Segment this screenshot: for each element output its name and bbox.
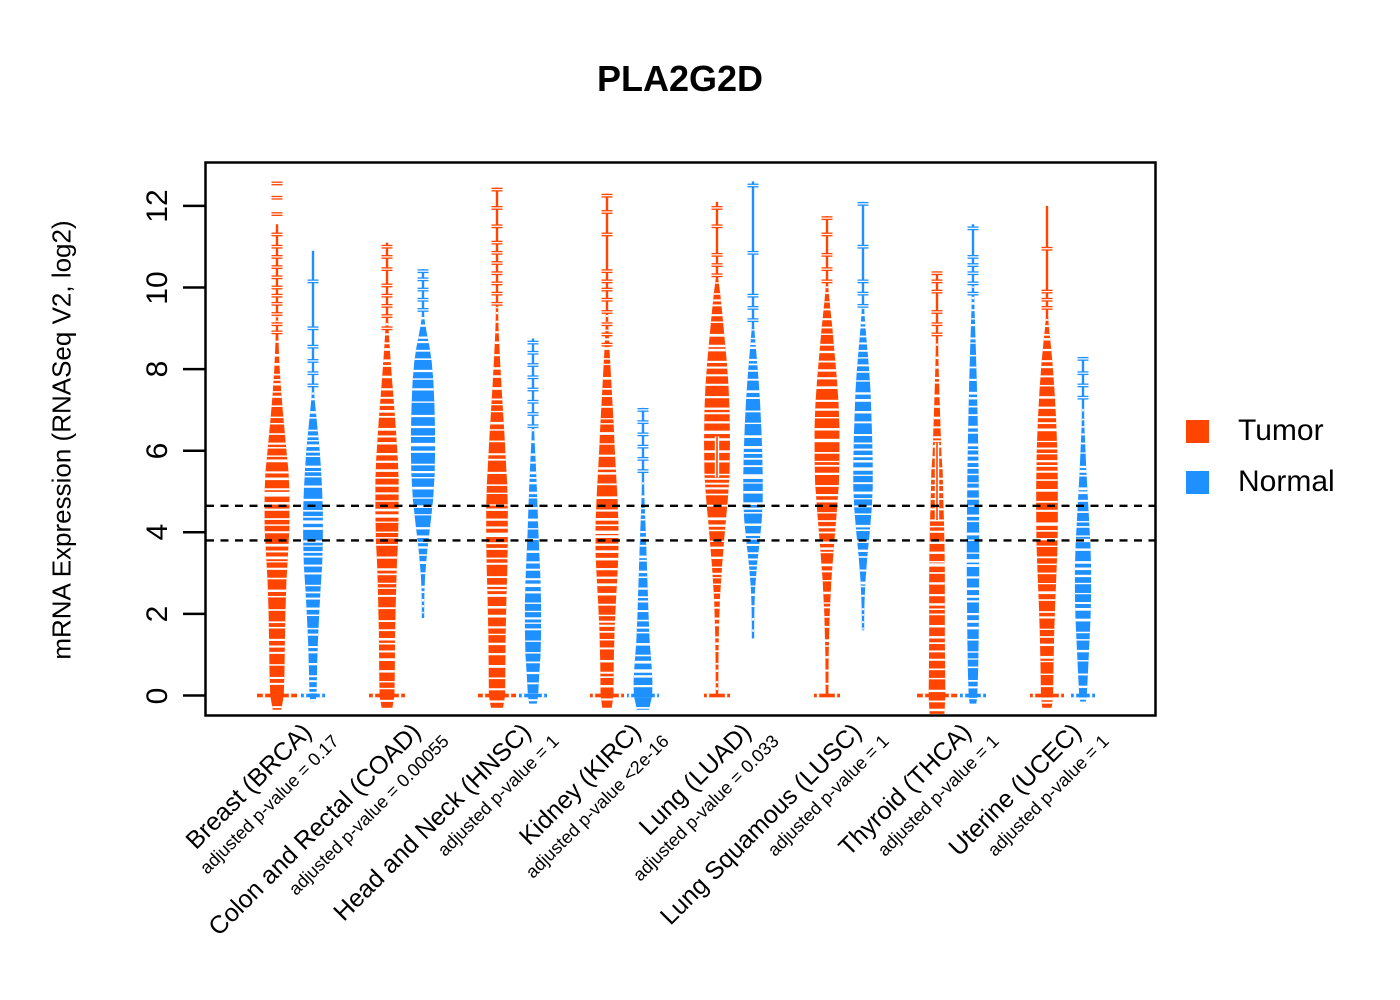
y-tick-label: 6: [141, 442, 174, 460]
y-tick-label: 10: [141, 270, 174, 305]
violin-normal-COAD: [407, 269, 439, 618]
violin-normal-UCEC: [1071, 356, 1095, 702]
legend-item-normal: Normal: [1186, 465, 1335, 499]
violin-tumor-THCA: [917, 271, 957, 714]
violin-tumor-BRCA: [257, 181, 297, 710]
y-tick-label: 0: [141, 687, 174, 704]
y-tick-label: 4: [141, 523, 174, 541]
violin-normal-LUSC: [850, 201, 876, 631]
violin-tumor-LUSC: [811, 216, 843, 698]
violin-normal-THCA: [960, 224, 986, 704]
tumor-color-swatch: [1186, 419, 1209, 443]
violin-normal-HNSC: [519, 338, 547, 704]
violin-tumor-COAD: [369, 242, 405, 708]
violin-normal-BRCA: [300, 250, 326, 702]
plot-border: [204, 161, 1157, 717]
legend: Tumor Normal: [1186, 414, 1335, 516]
y-tick-label: 2: [141, 605, 174, 623]
violin-normal-LUAD: [740, 181, 766, 639]
chart-title: PLA2G2D: [596, 58, 764, 99]
violin-tumor-HNSC: [478, 187, 516, 708]
normal-legend-label: Normal: [1238, 465, 1335, 498]
tumor-legend-label: Tumor: [1238, 414, 1324, 447]
violin-tumor-KIRC: [590, 193, 624, 708]
y-tick-label: 12: [141, 189, 174, 223]
violin-tumor-UCEC: [1030, 205, 1064, 708]
y-tick-label: 8: [141, 360, 174, 378]
legend-item-tumor: Tumor: [1186, 414, 1335, 448]
normal-color-swatch: [1186, 470, 1209, 494]
violin-tumor-LUAD: [701, 201, 733, 698]
violin-normal-KIRC: [627, 407, 659, 710]
